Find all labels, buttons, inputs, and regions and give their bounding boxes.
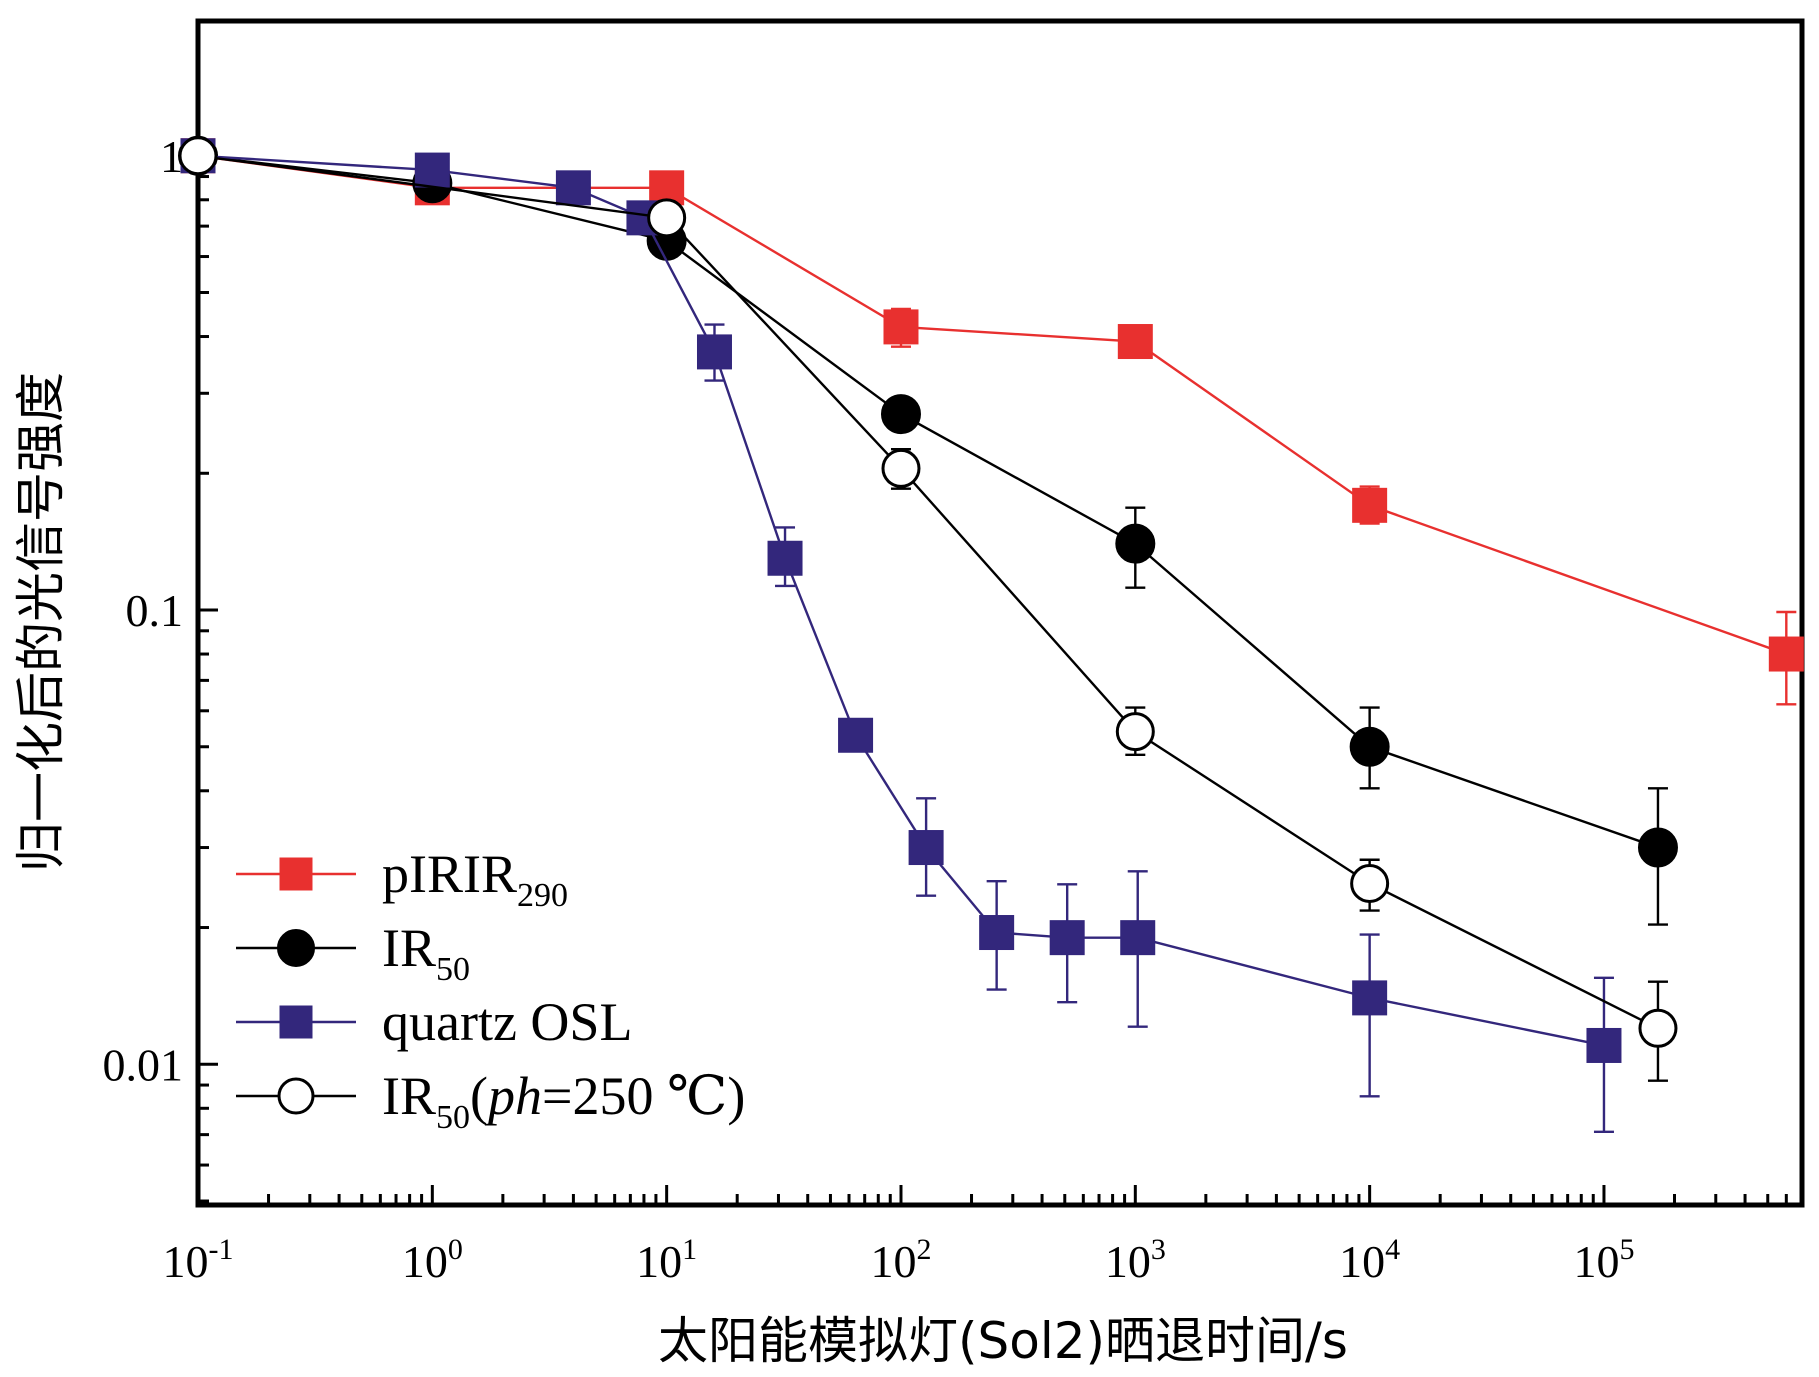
series-line (197, 154, 1659, 1030)
x-tick-exponent: 4 (1385, 1233, 1400, 1266)
legend-subscript: 50 (436, 951, 470, 988)
data-point (1768, 636, 1804, 672)
series-layer (178, 135, 1804, 1134)
legend-suffix-italic: ph (484, 1066, 542, 1126)
data-point (1637, 827, 1678, 868)
legend-marker (277, 929, 315, 967)
x-tick-base: 10 (636, 1236, 682, 1287)
series-line (197, 154, 1605, 1047)
x-tick-label: 104 (1339, 1233, 1400, 1287)
y-axis-title: 归一化后的光信号强度 (12, 372, 70, 872)
data-point (1049, 920, 1085, 956)
y-tick-label: 0.01 (103, 1039, 184, 1090)
plot-border (195, 18, 1805, 1208)
y-tick-label: 0.1 (126, 585, 184, 636)
data-point (881, 448, 921, 488)
data-point (1350, 864, 1390, 904)
series-line (197, 154, 1659, 849)
data-point (414, 152, 450, 188)
legend-item-1: IR50 (236, 918, 470, 988)
legend-item-0: pIRIR290 (236, 844, 568, 914)
plot-frame (195, 18, 1805, 1208)
legend-item-3: IR50(ph=250 ℃) (236, 1066, 745, 1136)
y-axis: 1 0.1 0.01 (103, 131, 218, 1203)
series-line (197, 154, 1787, 656)
x-tick-base: 10 (402, 1236, 448, 1287)
x-tick-label: 10-1 (163, 1233, 234, 1287)
x-tick-exponent: -1 (209, 1233, 234, 1266)
series-1 (178, 135, 1678, 926)
legend-name: pIRIR (382, 844, 517, 904)
legend-marker (279, 1005, 313, 1039)
data-point (1349, 726, 1390, 767)
legend-subscript: 50 (436, 1099, 470, 1136)
x-tick-base: 10 (1339, 1236, 1385, 1287)
series-2 (180, 138, 1622, 1134)
data-point (1352, 980, 1388, 1016)
data-point (880, 394, 921, 435)
legend-label: IR50 (382, 918, 470, 988)
data-point (979, 915, 1015, 951)
y-tick-label: 1 (160, 131, 183, 182)
x-tick-label: 103 (1105, 1233, 1166, 1287)
legend-marker (277, 1077, 315, 1115)
x-tick-exponent: 1 (682, 1233, 697, 1266)
x-tick-label: 102 (870, 1233, 931, 1287)
series-3 (178, 136, 1678, 1082)
x-tick-base: 10 (1105, 1236, 1151, 1287)
legend-name: quartz OSL (382, 992, 632, 1052)
x-tick-exponent: 0 (448, 1233, 463, 1266)
data-point (883, 309, 919, 345)
data-point (555, 170, 591, 206)
legend-label: pIRIR290 (382, 844, 568, 914)
legend-suffix: ( (470, 1066, 488, 1126)
data-point (178, 136, 218, 176)
legend-name: IR (382, 1066, 436, 1126)
legend-label: IR50(ph=250 ℃) (382, 1066, 745, 1136)
data-point (647, 198, 687, 238)
legend-label: quartz OSL (382, 992, 632, 1052)
x-tick-label: 105 (1573, 1233, 1634, 1287)
legend-marker (279, 857, 313, 891)
x-tick-label: 100 (402, 1233, 463, 1287)
data-point (838, 717, 874, 753)
x-tick-base: 10 (870, 1236, 916, 1287)
data-point (1638, 1008, 1678, 1048)
data-point (696, 334, 732, 370)
x-tick-exponent: 5 (1619, 1233, 1634, 1266)
x-tick-exponent: 2 (916, 1233, 931, 1266)
x-tick-base: 10 (163, 1236, 209, 1287)
legend-subscript: 290 (517, 877, 568, 914)
series-0 (180, 138, 1804, 706)
data-point (1117, 324, 1153, 360)
x-tick-label: 101 (636, 1233, 697, 1287)
data-point (1120, 920, 1156, 956)
x-tick-base: 10 (1573, 1236, 1619, 1287)
data-point (1586, 1027, 1622, 1063)
legend-name: IR (382, 918, 436, 978)
x-axis-title: 太阳能模拟灯(Sol2)晒退时间/s (658, 1312, 1348, 1370)
data-point (908, 830, 944, 866)
data-point (1115, 523, 1156, 564)
legend-item-2: quartz OSL (236, 992, 632, 1052)
legend-suffix-end: =250 ℃) (542, 1066, 745, 1126)
data-point (767, 540, 803, 576)
data-point (1352, 487, 1388, 523)
data-point (1115, 712, 1155, 752)
x-tick-exponent: 3 (1151, 1233, 1166, 1266)
x-axis: 10-1 100 101 102 103 104 105 (163, 1185, 1804, 1287)
